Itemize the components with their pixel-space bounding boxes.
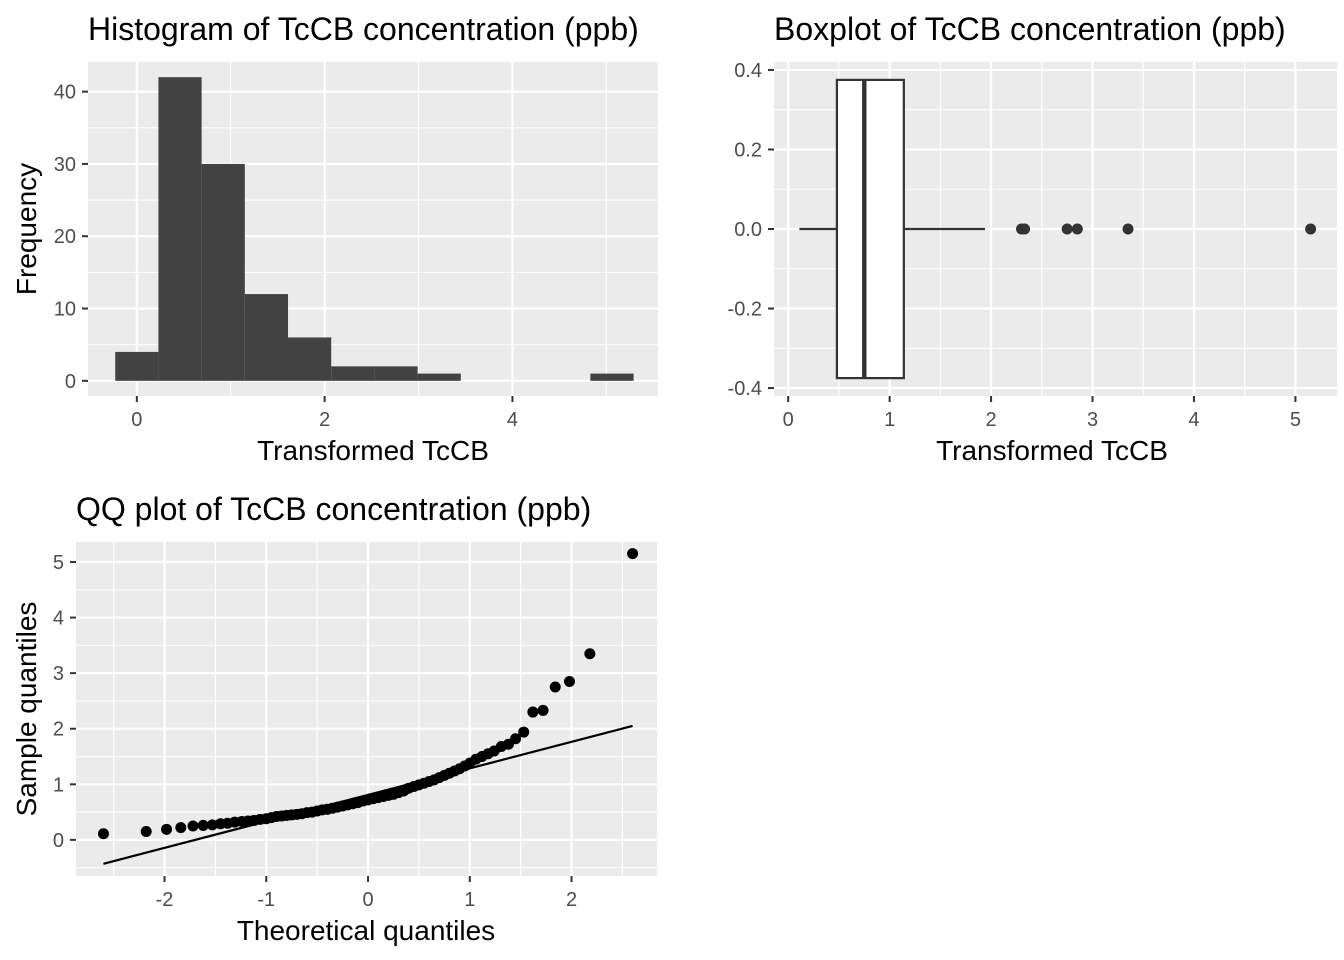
qq-title: QQ plot of TcCB concentration (ppb): [76, 491, 591, 527]
histogram-bars: [115, 77, 634, 381]
qq-plot-area: [76, 542, 657, 876]
qq-x-tick-label: 1: [464, 889, 475, 911]
qq-y-axis-title: Sample quantiles: [11, 602, 42, 817]
qq-point: [627, 548, 639, 560]
boxplot-outlier-point: [1019, 223, 1031, 235]
histogram-y-tick-label: 20: [54, 226, 76, 248]
qq-y-tick-label: 0: [53, 830, 64, 852]
histogram-bar: [331, 366, 375, 381]
qq-x-tick-label: -1: [257, 889, 275, 911]
boxplot-y-tick-label: 0.4: [734, 60, 762, 82]
boxplot-x-tick-label: 2: [986, 409, 997, 431]
boxplot-outlier-point: [1061, 223, 1073, 235]
qq-point: [97, 828, 109, 840]
qq-point: [537, 704, 549, 716]
qq-x-tick-label: 0: [362, 889, 373, 911]
boxplot-outlier-point: [1305, 223, 1317, 235]
qq-point: [197, 819, 209, 831]
histogram-y-axis-title: Frequency: [11, 163, 42, 295]
histogram-x-tick-label: 4: [507, 409, 518, 431]
histogram-y-tick-label: 30: [54, 154, 76, 176]
boxplot-x-tick-label: 3: [1087, 409, 1098, 431]
qq-point: [510, 733, 522, 745]
histogram-bar: [158, 77, 202, 381]
qq-y-tick-label: 3: [53, 663, 64, 685]
qq-y-tick-label: 4: [53, 608, 64, 630]
boxplot-outlier-point: [1071, 223, 1083, 235]
qq-points: [97, 548, 639, 840]
boxplot-x-axis-title: Transformed TcCB: [936, 435, 1168, 466]
boxplot-box: [835, 78, 905, 380]
histogram-bar: [244, 294, 289, 381]
boxplot-ticks: 0 1 2 3 4 5 -0.4 -0.2 0.0 0.2 0.4: [728, 60, 1301, 431]
qq-ticks: -2 -1 0 1 2 0 1 2 3 4 5: [53, 552, 577, 911]
qq-point: [549, 681, 561, 693]
boxplot-x-tick-label: 1: [884, 409, 895, 431]
histogram-x-tick-label: 0: [131, 409, 142, 431]
qq-y-tick-label: 2: [53, 719, 64, 741]
qq-point: [206, 819, 218, 831]
histogram-x-axis-title: Transformed TcCB: [257, 435, 489, 466]
histogram-bar: [374, 366, 418, 381]
histogram-bar: [288, 337, 332, 381]
histogram-y-tick-label: 40: [54, 82, 76, 104]
histogram-y-tick-label: 0: [65, 371, 76, 393]
qq-point: [518, 726, 530, 738]
boxplot-y-tick-label: -0.2: [728, 299, 762, 321]
histogram-bar: [590, 373, 634, 381]
qq-point: [140, 826, 152, 838]
histogram-y-tick-label: 10: [54, 299, 76, 321]
qq-point: [563, 675, 575, 687]
qq-x-tick-label: 2: [566, 889, 577, 911]
boxplot-panel: 0 1 2 3 4 5 -0.4 -0.2 0.0 0.2 0.4 Boxplot of TcCB …: [728, 11, 1337, 466]
qq-x-tick-label: -2: [156, 889, 174, 911]
qq-point: [187, 820, 199, 832]
boxplot-y-tick-label: 0.0: [734, 219, 762, 241]
qq-point: [527, 706, 539, 718]
boxplot-y-tick-label: -0.4: [728, 378, 762, 400]
qq-point: [175, 822, 187, 834]
qq-y-tick-label: 1: [53, 774, 64, 796]
qq-y-tick-label: 5: [53, 552, 64, 574]
boxplot-x-tick-label: 0: [783, 409, 794, 431]
qq-point: [584, 648, 596, 660]
histogram-x-tick-label: 2: [319, 409, 330, 431]
histogram-title: Histogram of TcCB concentration (ppb): [88, 11, 639, 47]
boxplot-marks: [799, 78, 1317, 380]
histogram-bar: [115, 351, 159, 381]
boxplot-title: Boxplot of TcCB concentration (ppb): [774, 11, 1286, 47]
histogram-bar: [201, 163, 245, 381]
qq-x-axis-title: Theoretical quantiles: [237, 915, 495, 946]
boxplot-x-tick-label: 4: [1188, 409, 1199, 431]
histogram-bar: [417, 373, 461, 381]
boxplot-y-tick-label: 0.2: [734, 139, 762, 161]
qq-point: [161, 823, 173, 835]
qq-panel: -2 -1 0 1 2 0 1 2 3 4 5 QQ plot of TcCB concentrat…: [11, 491, 657, 946]
boxplot-outlier-point: [1122, 223, 1134, 235]
boxplot-x-tick-label: 5: [1290, 409, 1301, 431]
